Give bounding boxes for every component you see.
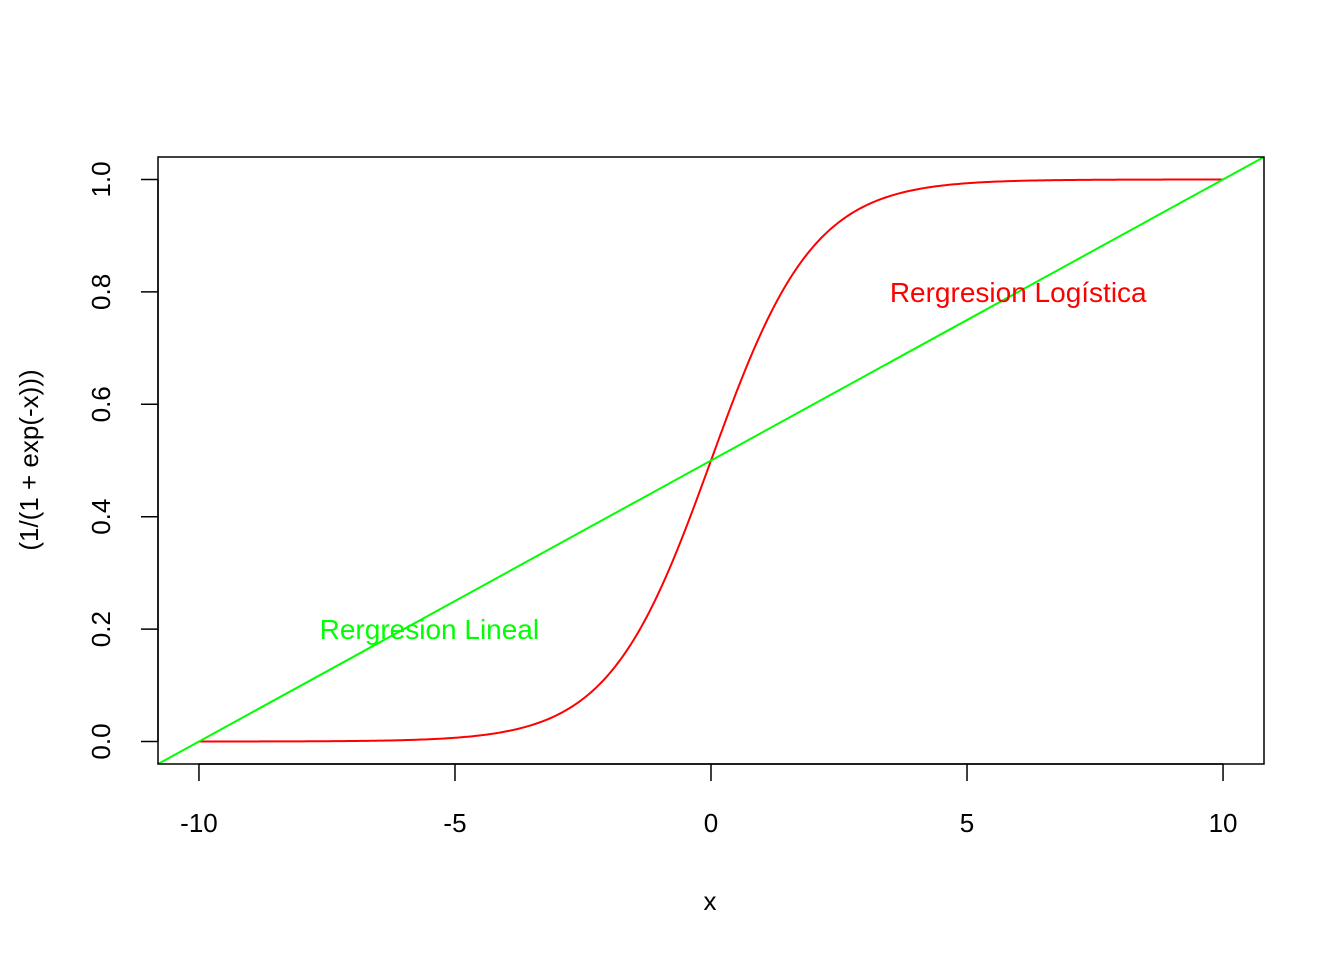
y-tick-label: 0.6	[86, 386, 116, 422]
linear-line	[158, 157, 1264, 764]
logistic-label: Rergresion Logística	[890, 277, 1147, 308]
series-layer	[158, 157, 1264, 764]
x-tick-label: 10	[1209, 808, 1238, 838]
linear-label: Rergresion Lineal	[320, 614, 539, 645]
x-tick-label: -10	[180, 808, 218, 838]
x-axis: -10 -5 0 5 10	[180, 763, 1238, 838]
y-tick-label: 1.0	[86, 161, 116, 197]
y-axis: 0.0 0.2 0.4 0.6 0.8 1.0	[86, 161, 159, 760]
y-axis-title: (1/(1 + exp(-x)))	[14, 369, 44, 550]
x-tick-label: 0	[704, 808, 718, 838]
y-tick-label: 0.4	[86, 499, 116, 535]
x-tick-label: -5	[443, 808, 466, 838]
y-tick-label: 0.2	[86, 611, 116, 647]
x-tick-label: 5	[960, 808, 974, 838]
annotation-layer: Rergresion Logística Rergresion Lineal	[320, 277, 1147, 645]
y-tick-label: 0.0	[86, 723, 116, 759]
x-axis-title: x	[704, 886, 717, 916]
y-tick-label: 0.8	[86, 274, 116, 310]
